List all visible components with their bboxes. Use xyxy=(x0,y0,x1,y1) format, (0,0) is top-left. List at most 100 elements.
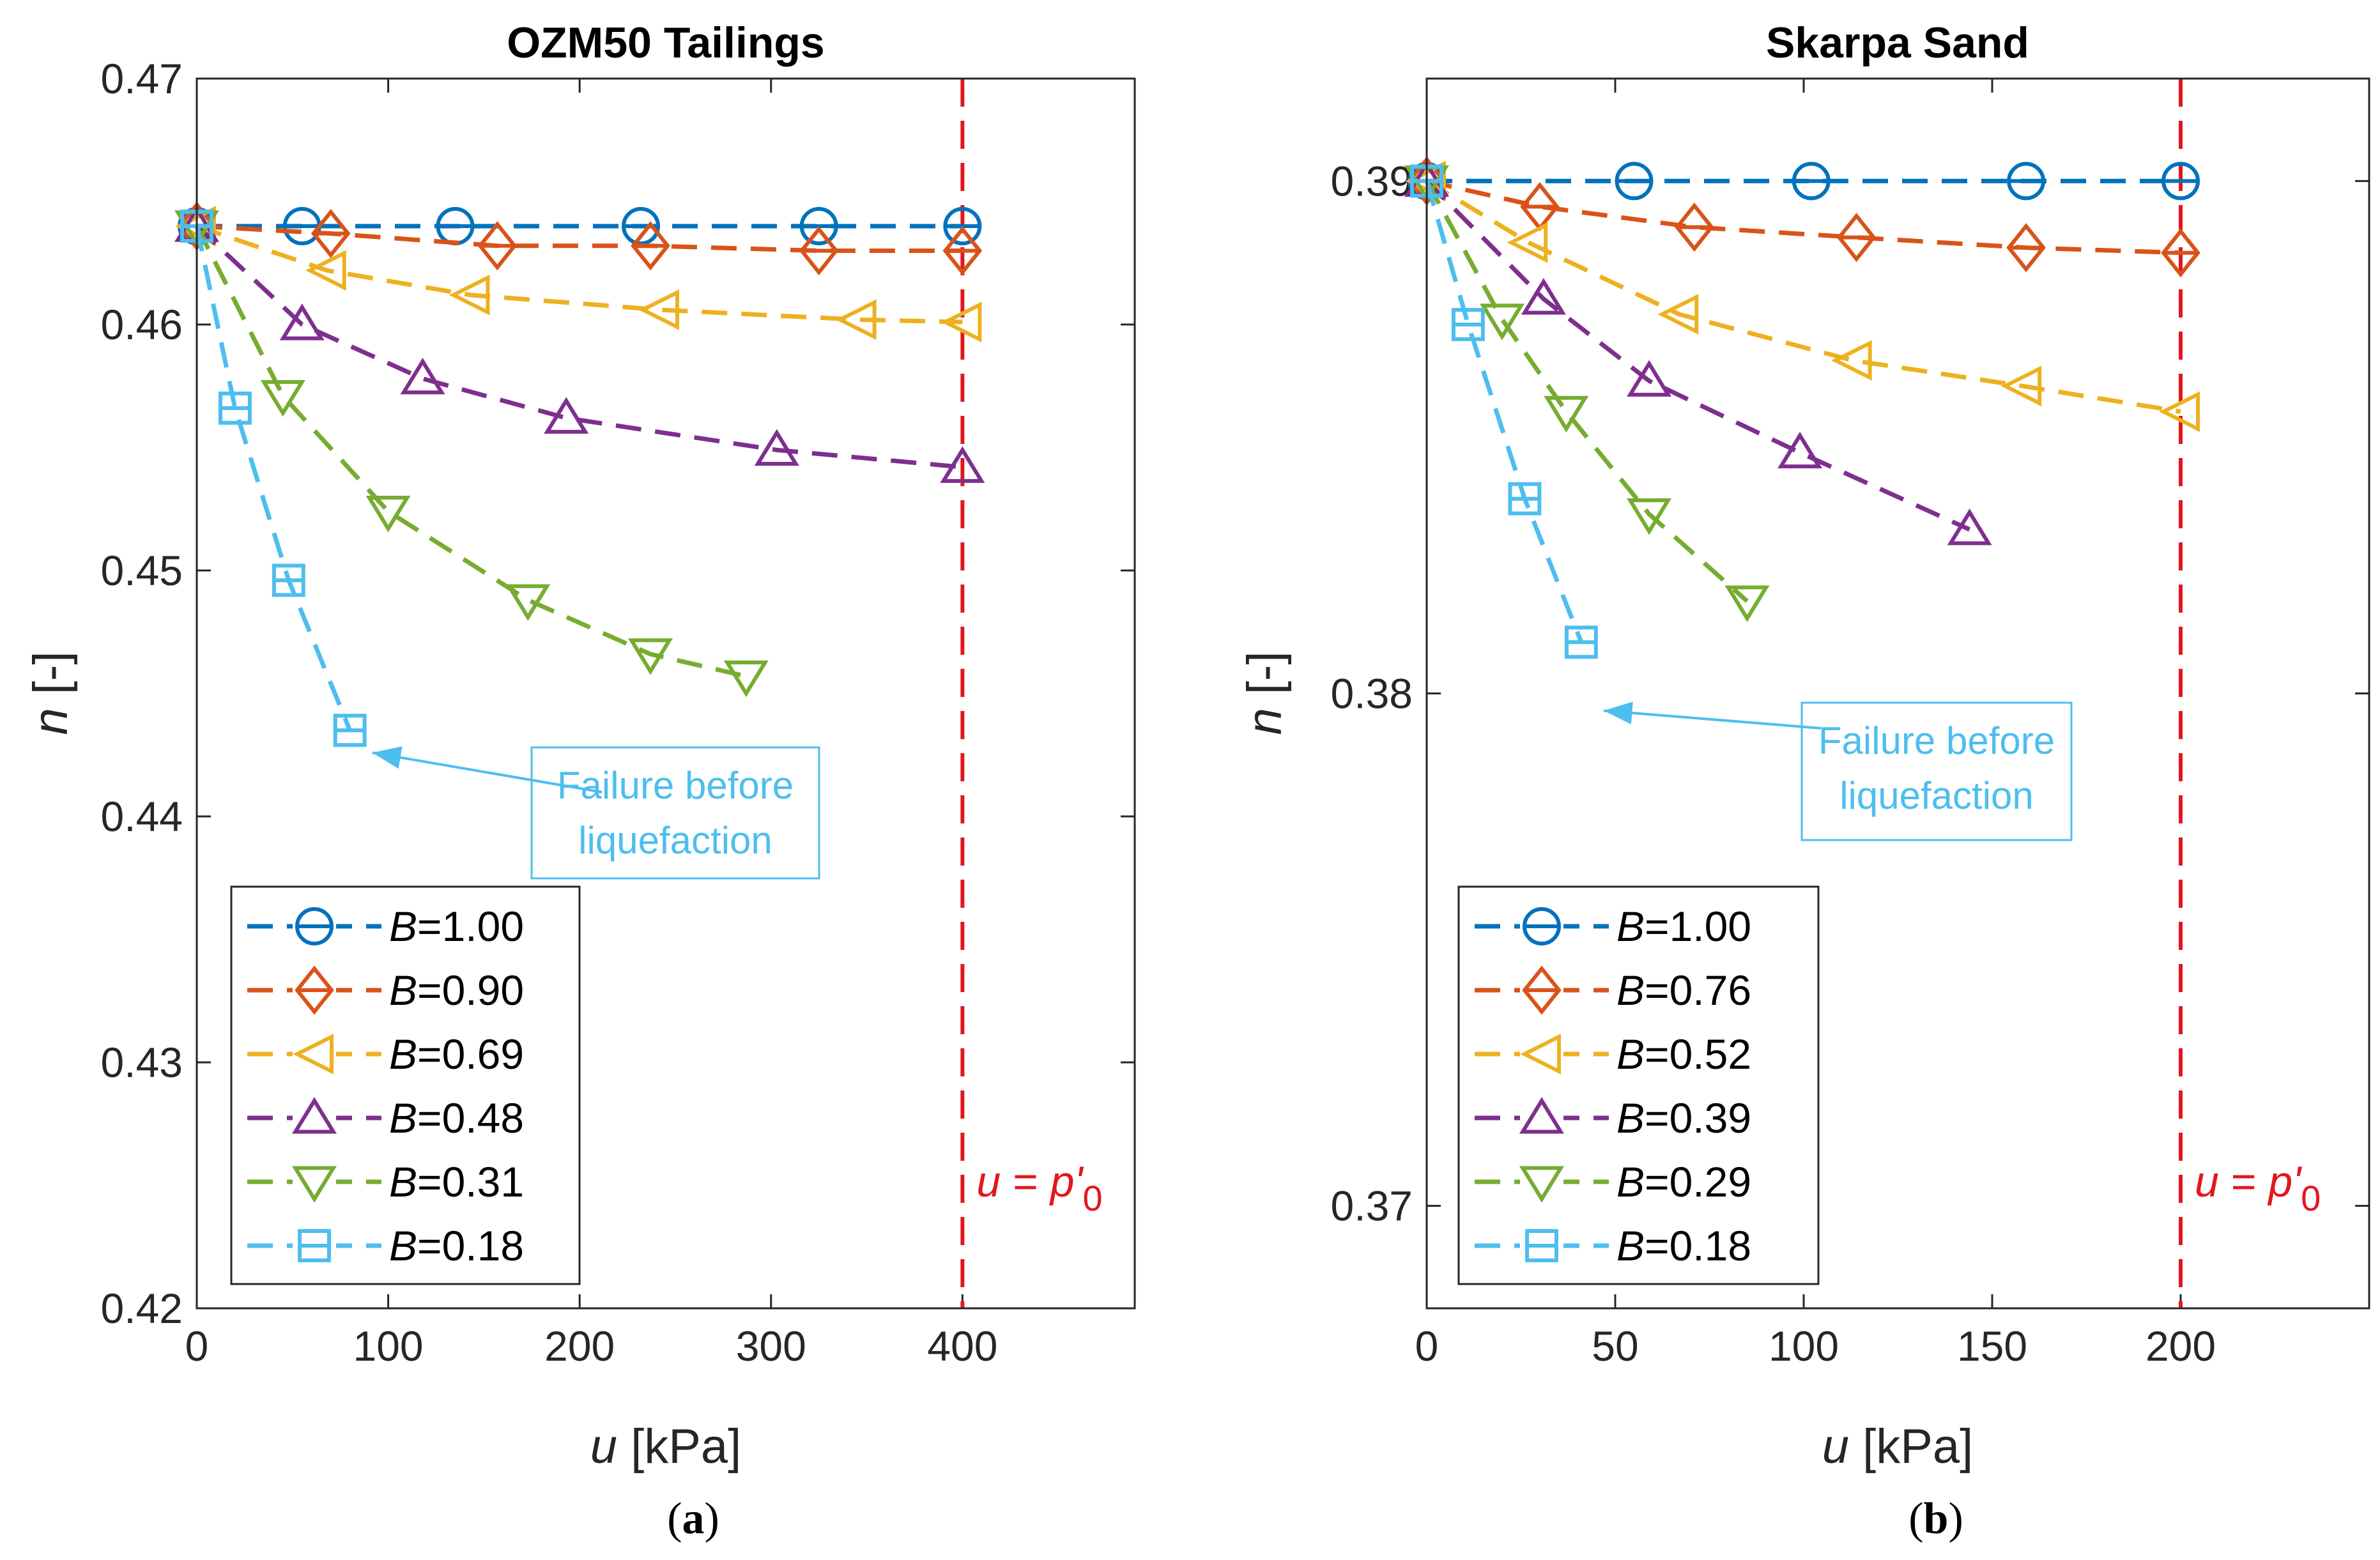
data-point-a-1-1 xyxy=(311,208,351,259)
data-point-b-0-3 xyxy=(2007,162,2046,201)
x-axis-unit-a: [kPa] xyxy=(617,1419,741,1474)
x-tick-label-b: 150 xyxy=(1957,1322,2027,1370)
reference-line-group-b: u = p'0 xyxy=(2179,79,2321,1308)
data-point-b-4-2 xyxy=(1544,395,1589,433)
legend-marker-a-3 xyxy=(291,1097,337,1134)
y-tick-label-a: 0.44 xyxy=(101,793,183,840)
data-point-a-2-1 xyxy=(305,250,346,291)
reference-label-eq-b: = xyxy=(2219,1158,2269,1206)
y-tick-label-b: 0.37 xyxy=(1331,1182,1413,1230)
data-point-a-4-2 xyxy=(365,496,411,533)
chart-title-a: OZM50 Tailings xyxy=(507,19,824,67)
x-axis-var-b: u xyxy=(1822,1419,1849,1474)
data-point-b-3-1 xyxy=(1521,278,1566,315)
axes-box-a xyxy=(196,77,1136,1310)
legend-box-a xyxy=(230,885,581,1285)
data-point-b-2-1 xyxy=(1507,222,1548,263)
annotation-text-b: liquefaction xyxy=(1839,774,2034,817)
data-point-b-3-4 xyxy=(1947,509,1992,546)
data-point-b-4-1 xyxy=(1479,303,1525,340)
y-axis-label-b: n [-] xyxy=(1238,652,1292,735)
legend-marker-a-0 xyxy=(295,907,334,945)
legend-var-a-4: B xyxy=(389,1158,417,1205)
annotation-a: Failure before liquefaction xyxy=(372,746,820,880)
data-point-a-2-2 xyxy=(449,274,490,316)
y-axis-unit-a: [-] xyxy=(24,652,78,708)
legend-var-a-5: B xyxy=(389,1222,417,1269)
legend-label-b-3: B=0.39 xyxy=(1616,1094,1751,1142)
legend-val-a-2: =0.69 xyxy=(417,1030,524,1078)
legend-var-b-0: B xyxy=(1616,903,1645,950)
legend-label-a-3: B=0.48 xyxy=(389,1094,524,1142)
legend-var-a-0: B xyxy=(389,903,417,950)
series-line-b-3 xyxy=(1425,179,1971,532)
y-tick-label-a: 0.42 xyxy=(101,1285,183,1332)
legend-val-a-0: =1.00 xyxy=(417,903,524,950)
data-point-b-1-5 xyxy=(2161,228,2200,278)
legend-marker-b-1 xyxy=(1522,965,1562,1015)
axes-box-b xyxy=(1425,77,2370,1310)
x-tick-label-b: 200 xyxy=(2146,1322,2216,1370)
series-line-b-5 xyxy=(1424,180,1584,643)
legend-label-a-2: B=0.69 xyxy=(389,1030,524,1078)
data-point-a-4-4 xyxy=(627,638,673,675)
annotation-box-b xyxy=(1800,701,2073,841)
data-point-b-0-1 xyxy=(1615,162,1654,201)
data-point-a-4-3 xyxy=(505,584,551,621)
data-point-a-3-4 xyxy=(754,429,799,466)
series-line-a-3 xyxy=(195,224,963,470)
legend-box-b xyxy=(1457,885,1820,1285)
legend-val-a-1: =0.90 xyxy=(417,967,524,1014)
legend-label-b-1: B=0.76 xyxy=(1616,967,1751,1014)
axis-ticks-b: 0 50 100 150 200 0.37 0.38 0.39 xyxy=(1331,79,2369,1370)
legend-marker-b-5 xyxy=(1525,1229,1558,1262)
y-axis-var-b: n xyxy=(1238,708,1292,735)
x-tick-label-b: 100 xyxy=(1769,1322,1839,1370)
reference-line-group-a: u = p'0 xyxy=(960,79,1103,1308)
data-point-b-1-3 xyxy=(1836,213,1877,263)
legend-label-b-4: B=0.29 xyxy=(1616,1158,1751,1205)
x-tick-label-a: 0 xyxy=(185,1322,209,1370)
legend-marker-b-2 xyxy=(1520,1034,1561,1074)
data-point-b-5-2 xyxy=(1508,482,1542,516)
legend-b: B=1.00B=0.76B=0.52B=0.39B=0.29B=0.18 xyxy=(1457,885,1820,1285)
annotation-text-a: Failure before xyxy=(557,764,794,807)
series-line-a-5 xyxy=(194,226,352,731)
legend-var-a-3: B xyxy=(389,1094,417,1142)
annotation-text-a: liquefaction xyxy=(578,819,772,862)
annotation-box-a xyxy=(530,746,820,880)
data-point-a-5-1 xyxy=(218,391,252,425)
subcaption-a: (a) xyxy=(667,1494,719,1543)
y-axis-label-a: n [-] xyxy=(24,652,78,735)
chart-panel-b: Skarpa Sand 0 50 100 150 200 0.37 0.38 0.39 u =… xyxy=(1238,19,2370,1543)
legend-label-b-0: B=1.00 xyxy=(1616,903,1751,950)
data-point-b-2-5 xyxy=(2159,391,2200,432)
legend-marker-b-4 xyxy=(1519,1166,1565,1203)
data-point-a-2-3 xyxy=(638,289,680,330)
legend-marker-b-0 xyxy=(1523,907,1561,945)
data-point-b-0-4 xyxy=(2161,162,2200,201)
y-tick-label-b: 0.39 xyxy=(1331,157,1413,204)
reference-label-eq-a: = xyxy=(1001,1158,1050,1206)
chart-panel-a: OZM50 Tailings 0 100 200 300 400 0.42 0.43 0.44… xyxy=(24,19,1136,1543)
y-axis-var-a: n xyxy=(24,708,78,735)
data-point-b-0-2 xyxy=(1792,162,1831,201)
legend-label-a-1: B=0.90 xyxy=(389,967,524,1014)
series-line-a-1 xyxy=(196,224,963,253)
legend-label-a-0: B=1.00 xyxy=(389,903,524,950)
data-point-a-3-1 xyxy=(279,303,325,340)
reference-line-label-a: u = p'0 xyxy=(976,1158,1102,1218)
subcaption-a-letter: a xyxy=(682,1494,705,1543)
legend-label-b-5: B=0.18 xyxy=(1616,1222,1751,1269)
annotation-arrow-b xyxy=(1603,709,1822,730)
data-point-b-3-2 xyxy=(1627,360,1672,397)
data-point-b-5-1 xyxy=(1451,308,1485,341)
y-tick-label-a: 0.43 xyxy=(101,1039,183,1086)
x-tick-label-a: 100 xyxy=(353,1322,424,1370)
reference-label-rhs-b: p' xyxy=(2267,1158,2302,1206)
x-tick-label-a: 400 xyxy=(927,1322,997,1370)
legend-var-b-3: B xyxy=(1616,1094,1645,1142)
data-point-b-1-4 xyxy=(2006,223,2046,273)
legend-val-a-5: =0.18 xyxy=(417,1222,524,1269)
